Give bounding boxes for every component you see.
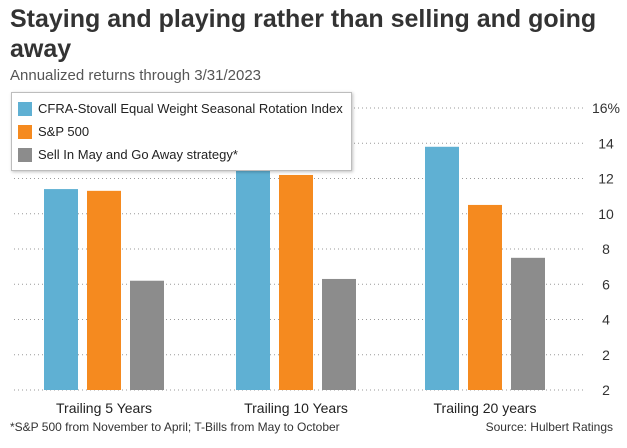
legend-label-sp500: S&P 500 xyxy=(38,124,90,139)
chart-title: Staying and playing rather than selling … xyxy=(10,5,597,63)
legend-label-sell-in-may: Sell In May and Go Away strategy* xyxy=(38,147,238,162)
y-axis-ticks: 2 2 4 6 8 10 12 14 16% xyxy=(592,100,620,398)
y-tick-label: 2 xyxy=(602,347,610,363)
bar-sell-in-may-2 xyxy=(322,278,356,390)
legend-label-cfra: CFRA-Stovall Equal Weight Seasonal Rotat… xyxy=(38,101,343,116)
y-tick-label: 10 xyxy=(598,206,614,222)
bar-sp500-3 xyxy=(468,204,502,390)
legend-item-sp500: S&P 500 xyxy=(18,120,343,143)
y-tick-label: 12 xyxy=(598,171,614,187)
legend-item-sell-in-may: Sell In May and Go Away strategy* xyxy=(18,143,343,166)
source-note: Source: Hulbert Ratings xyxy=(485,420,613,434)
bar-cfra-3 xyxy=(425,146,459,390)
bar-sell-in-may-3 xyxy=(511,257,545,390)
bar-sp500-2 xyxy=(279,174,313,390)
bar-sell-in-may-1 xyxy=(130,280,164,390)
x-category-label: Trailing 5 Years xyxy=(56,400,152,416)
bars xyxy=(44,146,545,390)
bar-cfra-2 xyxy=(236,166,270,390)
y-tick-label: 2 xyxy=(602,382,610,398)
legend-swatch-sell-in-may xyxy=(18,147,32,162)
footnote: *S&P 500 from November to April; T-Bills… xyxy=(10,420,340,434)
y-tick-label: 16% xyxy=(592,100,620,116)
x-axis-labels: Trailing 5 Years Trailing 10 Years Trailin… xyxy=(56,400,536,416)
legend-swatch-cfra xyxy=(18,101,32,116)
y-tick-label: 6 xyxy=(602,276,610,292)
bar-cfra-1 xyxy=(44,189,78,390)
x-category-label: Trailing 10 Years xyxy=(244,400,348,416)
y-tick-label: 8 xyxy=(602,241,610,257)
y-tick-label: 4 xyxy=(602,312,610,328)
y-tick-label: 14 xyxy=(598,135,614,151)
bar-sp500-1 xyxy=(87,190,121,390)
chart-subtitle: Annualized returns through 3/31/2023 xyxy=(10,67,262,84)
legend: CFRA-Stovall Equal Weight Seasonal Rotat… xyxy=(11,92,352,171)
legend-item-cfra: CFRA-Stovall Equal Weight Seasonal Rotat… xyxy=(18,97,343,120)
x-category-label: Trailing 20 years xyxy=(434,400,537,416)
legend-swatch-sp500 xyxy=(18,124,32,139)
